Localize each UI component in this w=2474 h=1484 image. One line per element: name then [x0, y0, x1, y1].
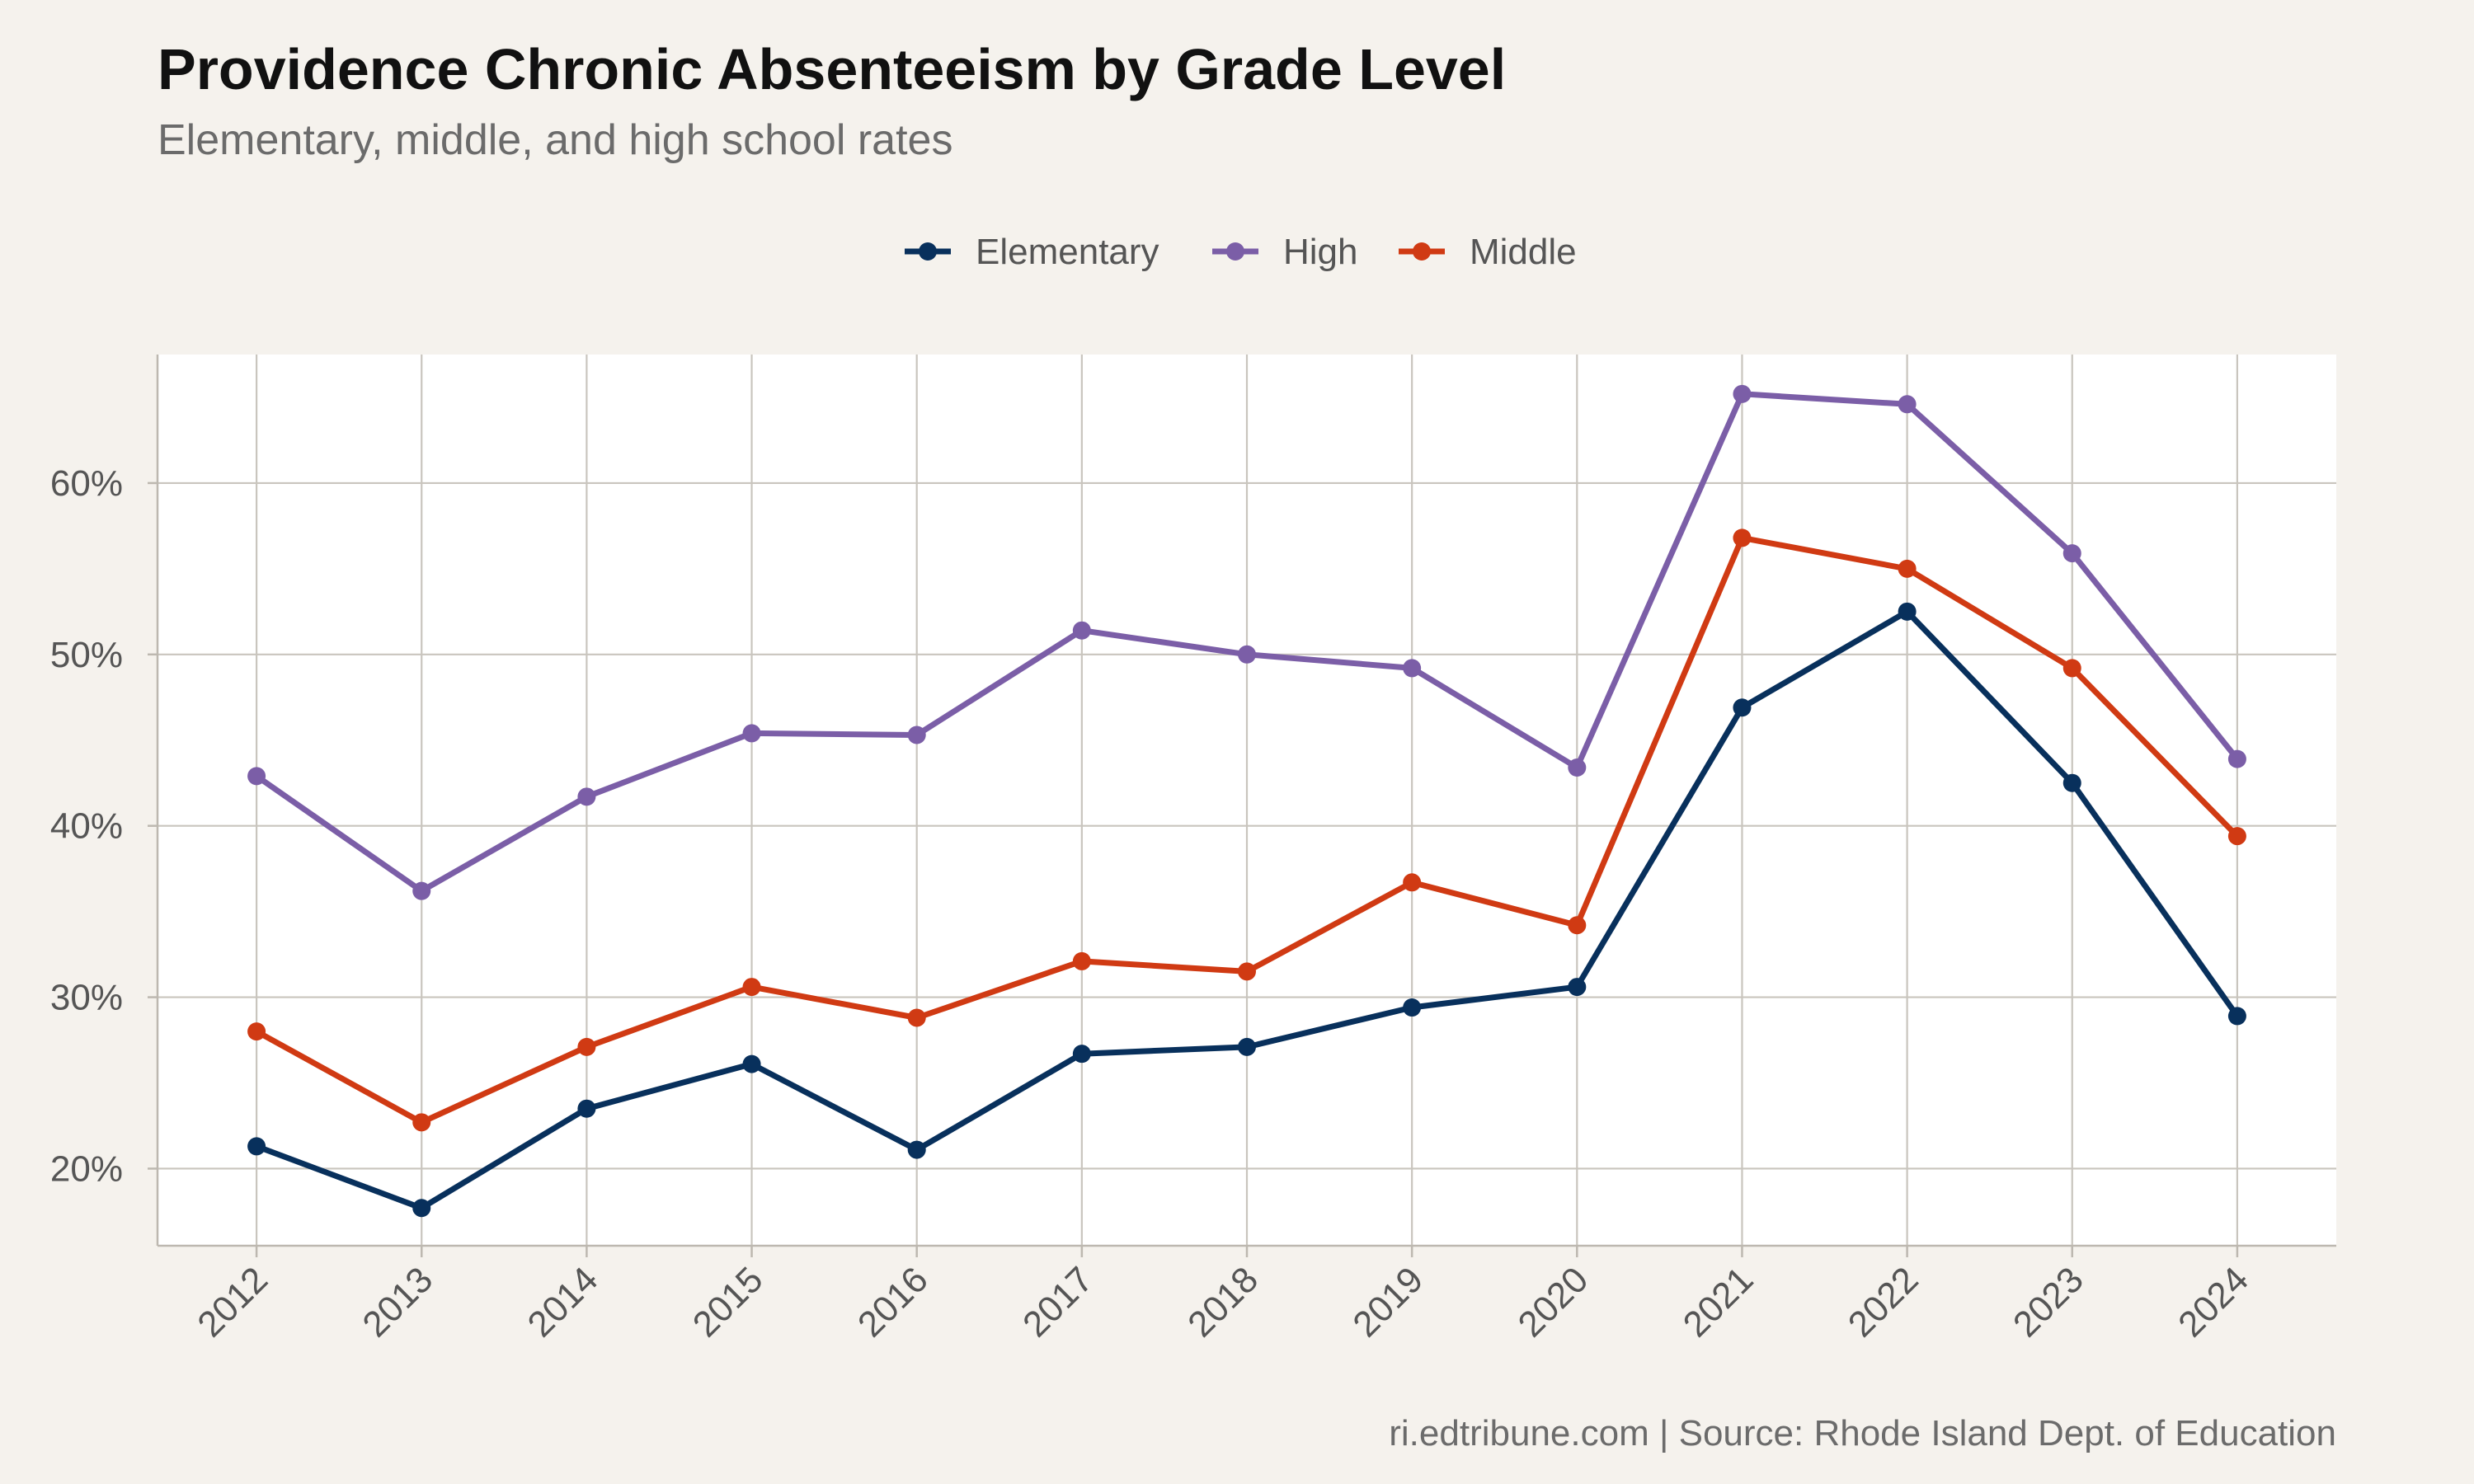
data-point-elementary: [742, 1054, 761, 1073]
data-point-high: [2062, 544, 2081, 563]
data-point-high: [1238, 645, 1256, 664]
data-point-high: [1898, 395, 1917, 414]
y-tick-label: 30%: [50, 978, 123, 1018]
x-tick-label: 2015: [685, 1259, 771, 1345]
chart-caption: ri.edtribune.com | Source: Rhode Island …: [1389, 1413, 2336, 1453]
data-point-high: [2227, 749, 2246, 768]
x-tick-label: 2019: [1345, 1259, 1431, 1345]
legend-item-high: High: [1212, 232, 1358, 272]
data-point-high: [1733, 384, 1752, 403]
data-point-middle: [1072, 951, 1091, 970]
legend-key-point: [1226, 242, 1244, 261]
chart-title: Providence Chronic Absenteeism by Grade …: [158, 37, 1507, 101]
x-tick-label: 2023: [2006, 1259, 2091, 1345]
legend-item-middle: Middle: [1399, 232, 1577, 272]
data-point-elementary: [1568, 978, 1587, 997]
y-tick-label: 40%: [50, 806, 123, 847]
data-point-elementary: [1898, 602, 1917, 621]
data-point-elementary: [2227, 1007, 2246, 1026]
data-point-high: [412, 881, 431, 900]
data-point-middle: [412, 1113, 431, 1132]
legend-item-elementary: Elementary: [905, 232, 1159, 272]
data-point-elementary: [2062, 773, 2081, 792]
legend-key-point: [1413, 242, 1431, 261]
legend-label: High: [1283, 232, 1358, 272]
legend-label: Middle: [1470, 232, 1577, 272]
data-point-middle: [1568, 916, 1587, 935]
data-point-middle: [1898, 559, 1917, 578]
data-point-middle: [2062, 659, 2081, 678]
legend-key-point: [919, 242, 937, 261]
x-gridlines: [255, 355, 2239, 1246]
data-point-high: [577, 787, 596, 806]
x-tick-label: 2014: [520, 1259, 606, 1345]
x-tick-label: 2012: [190, 1259, 275, 1345]
legend: Elementary High Middle: [905, 232, 1577, 272]
y-tick-label: 50%: [50, 635, 123, 675]
data-point-elementary: [1403, 998, 1422, 1017]
x-tick-label: 2018: [1180, 1259, 1266, 1345]
data-point-high: [247, 767, 266, 786]
data-point-middle: [2227, 827, 2246, 846]
data-point-high: [907, 726, 926, 744]
data-point-middle: [1403, 873, 1422, 892]
x-tick-label: 2013: [355, 1259, 440, 1345]
data-point-elementary: [577, 1099, 596, 1118]
data-point-elementary: [1238, 1037, 1256, 1056]
data-point-elementary: [247, 1137, 266, 1156]
x-axis-ticks: 2012 2013 2014 2015 2016 2017 2018 2019 2020 2021…: [190, 1246, 2256, 1345]
x-tick-label: 2024: [2171, 1259, 2256, 1345]
data-point-middle: [1238, 962, 1256, 981]
data-point-middle: [907, 1008, 926, 1027]
data-point-elementary: [412, 1199, 431, 1218]
y-axis-ticks: 20% 30% 40% 50% 60%: [50, 463, 158, 1189]
data-point-middle: [247, 1022, 266, 1041]
data-point-middle: [577, 1037, 596, 1056]
data-point-high: [1403, 659, 1422, 678]
data-point-high: [1568, 758, 1587, 777]
data-point-elementary: [907, 1140, 926, 1159]
x-tick-label: 2020: [1511, 1259, 1597, 1345]
x-tick-label: 2016: [850, 1259, 936, 1345]
x-tick-label: 2021: [1676, 1259, 1761, 1345]
data-point-middle: [1733, 528, 1752, 547]
data-point-middle: [742, 978, 761, 997]
legend-label: Elementary: [976, 232, 1159, 272]
data-point-high: [1072, 621, 1091, 640]
series-points: [247, 384, 2246, 1218]
data-point-elementary: [1072, 1045, 1091, 1064]
y-tick-label: 20%: [50, 1148, 123, 1189]
data-point-high: [742, 724, 761, 743]
x-tick-label: 2022: [1841, 1259, 1926, 1345]
x-tick-label: 2017: [1015, 1259, 1101, 1345]
data-point-elementary: [1733, 698, 1752, 717]
chart-subtitle: Elementary, middle, and high school rate…: [158, 116, 953, 164]
y-tick-label: 60%: [50, 463, 123, 504]
